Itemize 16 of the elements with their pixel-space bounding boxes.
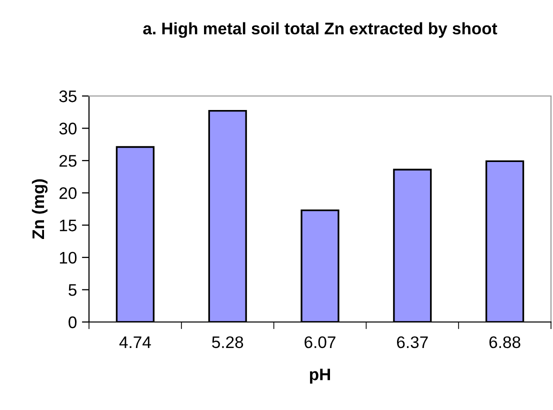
y-tick-label: 5	[68, 284, 76, 296]
x-tick-label: 6.88	[489, 336, 520, 348]
y-tick-label: 0	[68, 316, 77, 328]
x-axis-title: pH	[310, 368, 330, 384]
y-tick-label: 15	[60, 220, 76, 232]
x-tick-label: 4.74	[119, 336, 151, 348]
y-axis-title: Zn (mg)	[32, 179, 48, 240]
y-tick-label: 35	[59, 90, 76, 102]
y-tick-label: 25	[59, 154, 76, 167]
y-tick-label: 10	[60, 252, 77, 264]
x-tick-label: 6.07	[304, 336, 336, 348]
x-tick-label: 5.28	[212, 336, 244, 348]
x-tick-label: 6.37	[397, 336, 428, 348]
chart-title: a. High metal soil total Zn extracted by shoot	[143, 22, 498, 38]
y-tick-label: 20	[59, 187, 77, 200]
y-tick-label: 30	[59, 122, 77, 134]
